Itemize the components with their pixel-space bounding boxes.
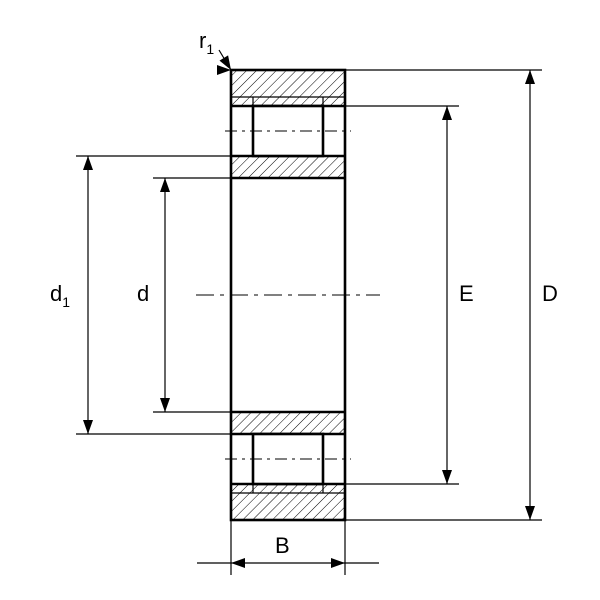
bearing-cross-section-diagram: D Ed d1 Br1 [0,0,600,600]
dim-label-D: D [542,281,558,306]
dim-label-r1: r1 [199,28,214,57]
dim-label-E: E [459,281,474,306]
dim-label-d1: d1 [50,281,70,310]
dim-label-d: d [137,281,149,306]
dim-label-B: B [275,533,290,558]
